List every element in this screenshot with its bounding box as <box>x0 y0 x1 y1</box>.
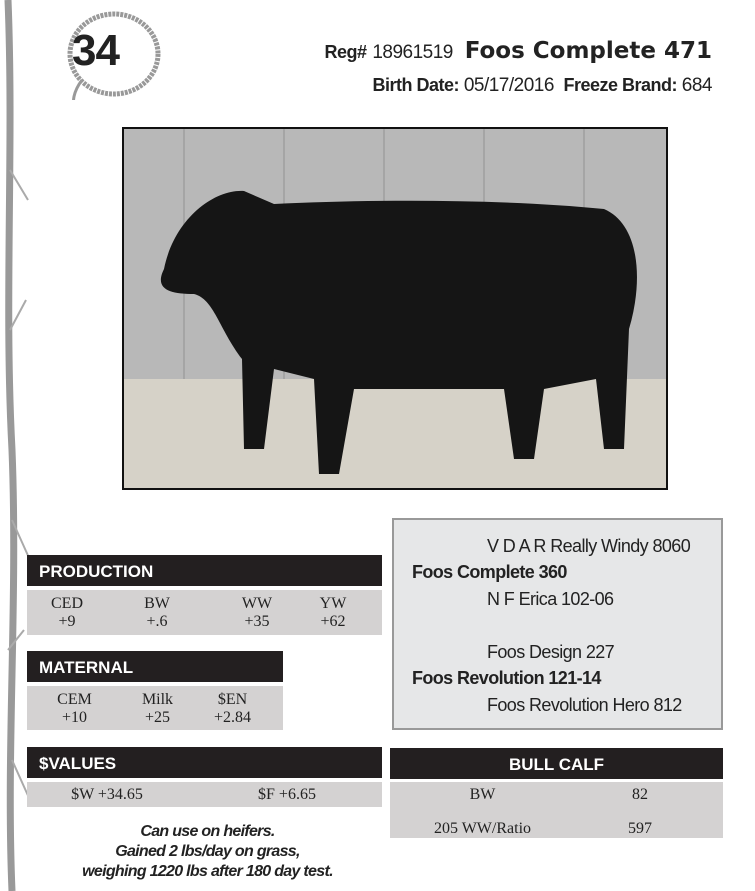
milk-value: +25 <box>144 709 171 726</box>
note-line: Gained 2 lbs/day on grass, <box>115 843 300 860</box>
sen-label: $EN <box>217 691 248 708</box>
note-line: Can use on heifers. <box>140 823 275 840</box>
bull-calf-ww-value: 597 <box>628 820 652 837</box>
pedigree-dam: Foos Revolution 121-14 <box>412 668 601 688</box>
bull-photo <box>122 127 668 490</box>
birth-date: 05/17/2016 <box>463 75 555 96</box>
animal-name: Foos Complete 471 <box>464 38 712 64</box>
lot-number: 34 <box>72 26 120 75</box>
cem-label: CEM <box>57 691 92 708</box>
registration-line: Reg# 18961519 Foos Complete 471 <box>324 38 712 64</box>
vine-decoration <box>4 0 30 891</box>
values-row: $W +34.65 $F +6.65 <box>27 782 382 807</box>
ww-value: +35 <box>244 613 270 630</box>
reg-number: 18961519 <box>372 42 453 63</box>
note-line: weighing 1220 lbs after 180 day test. <box>82 863 333 880</box>
yw-label: YW <box>319 595 347 612</box>
bull-calf-bw-value: 82 <box>632 786 648 803</box>
freeze-brand-label: Freeze Brand: <box>563 75 678 95</box>
pedigree-sire-dam: N F Erica 102-06 <box>487 589 614 609</box>
rope-circle-icon <box>67 11 161 100</box>
ww-label: WW <box>241 595 273 612</box>
production-header: PRODUCTION <box>27 555 382 586</box>
pedigree-dam-dam: Foos Revolution Hero 812 <box>487 695 682 715</box>
pedigree-sire: Foos Complete 360 <box>412 562 567 582</box>
cem-value: +10 <box>61 709 88 726</box>
ced-label: CED <box>51 595 83 612</box>
values-header: $VALUES <box>27 747 382 778</box>
pedigree-dam-sire: Foos Design 227 <box>487 642 615 662</box>
pedigree-box: V D A R Really Windy 8060 Foos Complete … <box>392 518 723 730</box>
maternal-header: MATERNAL <box>27 651 283 682</box>
bull-calf-table: BW 82 205 WW/Ratio 597 <box>390 782 723 838</box>
bull-calf-header: BULL CALF <box>390 748 723 779</box>
maternal-row: CEM +10 Milk +25 $EN +2.84 <box>27 686 283 730</box>
birth-line: Birth Date: 05/17/2016 Freeze Brand: 684 <box>372 75 713 97</box>
pedigree-sire-sire: V D A R Really Windy 8060 <box>487 536 691 556</box>
reg-label: Reg# <box>324 42 367 62</box>
yw-value: +62 <box>320 613 346 630</box>
milk-label: Milk <box>141 691 174 708</box>
bull-calf-bw-label: BW <box>469 786 496 803</box>
sf-value: $F +6.65 <box>258 786 316 803</box>
ced-value: +9 <box>58 613 76 630</box>
bw-value: +.6 <box>146 613 168 630</box>
sw-value: $W +34.65 <box>71 786 143 803</box>
notes: Can use on heifers. Gained 2 lbs/day on … <box>40 822 375 882</box>
bw-label: BW <box>144 595 170 612</box>
sen-value: +2.84 <box>213 709 252 726</box>
freeze-brand: 684 <box>681 75 713 96</box>
bull-calf-ww-label: 205 WW/Ratio <box>433 820 532 837</box>
production-row: CED +9 BW +.6 WW +35 YW +62 <box>27 590 382 635</box>
birth-date-label: Birth Date: <box>372 75 460 95</box>
